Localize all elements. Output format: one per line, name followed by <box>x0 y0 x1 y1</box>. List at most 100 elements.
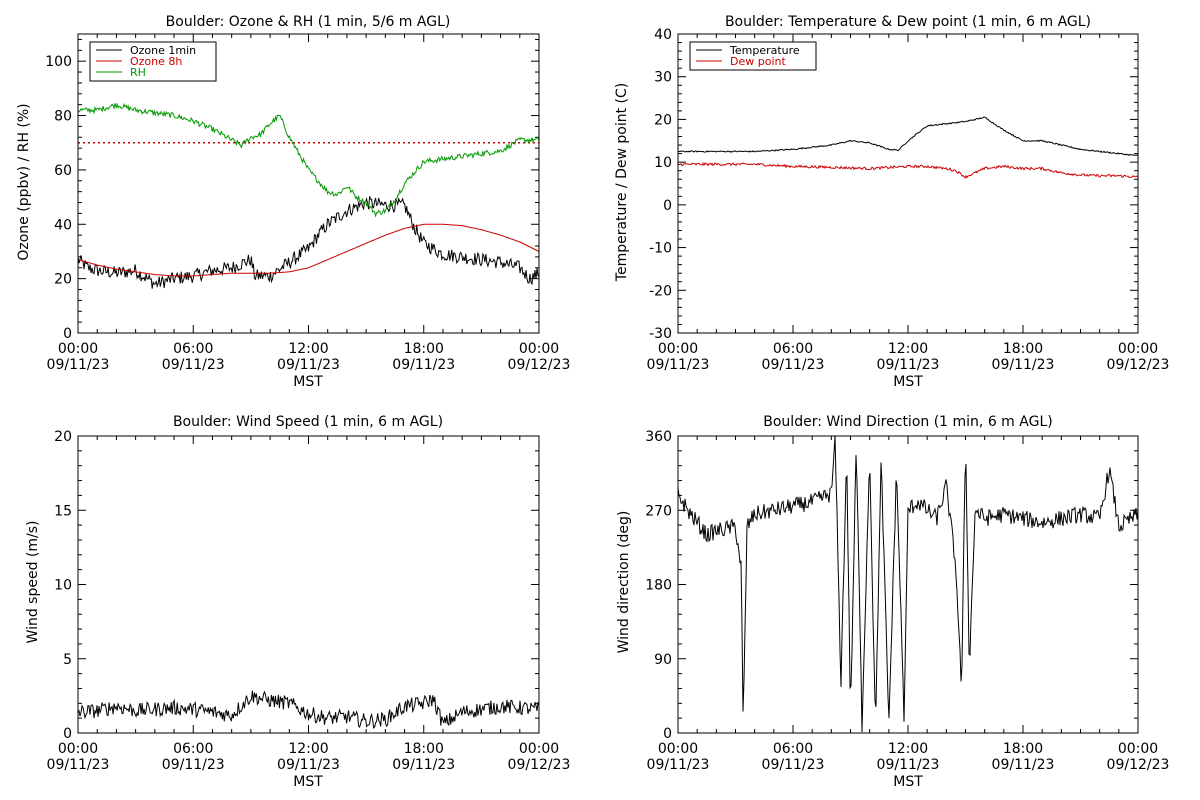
x-tick-date-label: 09/11/23 <box>162 757 225 773</box>
x-tick-date-label: 09/12/23 <box>508 357 571 373</box>
x-tick-time-label: 00:00 <box>519 341 559 357</box>
x-tick-date-label: 09/11/23 <box>647 357 710 373</box>
x-tick-time-label: 12:00 <box>288 341 328 357</box>
temperature-line <box>677 116 1139 156</box>
y-tick-label: -30 <box>649 326 672 342</box>
x-tick-date-label: 09/11/23 <box>647 757 710 773</box>
plot-frame <box>677 435 1139 734</box>
x-axis-label: MST <box>893 774 923 790</box>
x-tick-date-label: 09/11/23 <box>392 357 455 373</box>
chart-title: Boulder: Wind Direction (1 min, 6 m AGL) <box>763 414 1052 430</box>
y-tick-label: 270 <box>645 503 672 519</box>
x-tick-time-label: 06:00 <box>173 341 213 357</box>
x-tick-time-label: 00:00 <box>58 741 98 757</box>
chart-title: Boulder: Wind Speed (1 min, 6 m AGL) <box>173 414 443 430</box>
y-tick-label: 10 <box>654 155 672 171</box>
x-tick-date-label: 09/11/23 <box>277 357 340 373</box>
y-tick-label: 20 <box>54 429 72 445</box>
x-tick-date-label: 09/11/23 <box>162 357 225 373</box>
x-tick-date-label: 09/12/23 <box>508 757 571 773</box>
x-tick-time-label: 06:00 <box>773 741 813 757</box>
y-tick-label: 100 <box>45 54 72 70</box>
x-tick-date-label: 09/11/23 <box>392 757 455 773</box>
x-tick-time-label: 00:00 <box>658 741 698 757</box>
x-tick-time-label: 18:00 <box>1003 741 1043 757</box>
x-tick-date-label: 09/11/23 <box>277 757 340 773</box>
series-line <box>77 690 540 729</box>
y-axis-label: Wind direction (deg) <box>616 511 632 654</box>
y-tick-label: 90 <box>654 652 672 668</box>
legend-box <box>689 41 817 71</box>
y-axis-label: Ozone (ppbv) / RH (%) <box>16 103 32 260</box>
x-axis-label: MST <box>893 374 923 390</box>
x-tick-time-label: 18:00 <box>404 341 444 357</box>
series-layer <box>677 116 1139 179</box>
y-tick-label: 10 <box>54 578 72 594</box>
x-tick-date-label: 09/11/23 <box>47 357 110 373</box>
x-tick-date-label: 09/12/23 <box>1107 757 1170 773</box>
x-tick-date-label: 09/11/23 <box>877 757 940 773</box>
y-tick-label: 360 <box>645 429 672 445</box>
y-axis-label: Wind speed (m/s) <box>25 521 41 644</box>
dew-point-line <box>677 162 1139 179</box>
x-tick-time-label: 00:00 <box>1118 341 1158 357</box>
x-tick-date-label: 09/11/23 <box>992 757 1055 773</box>
x-tick-time-label: 00:00 <box>58 341 98 357</box>
ozone-1min-line <box>77 196 540 289</box>
x-tick-time-label: 12:00 <box>888 341 928 357</box>
legend-label: Ozone 1min <box>130 44 196 57</box>
x-tick-time-label: 12:00 <box>888 741 928 757</box>
series-layer <box>77 102 540 289</box>
y-tick-label: 40 <box>54 217 72 233</box>
ozone-rh-panel: Boulder: Ozone & RH (1 min, 5/6 m AGL) O… <box>16 14 570 390</box>
axis-ticks: 0510152000:0009/11/2306:0009/11/2312:000… <box>47 429 571 773</box>
x-tick-date-label: 09/11/23 <box>992 357 1055 373</box>
x-tick-time-label: 12:00 <box>288 741 328 757</box>
rh-line <box>77 102 540 218</box>
chart-title: Boulder: Temperature & Dew point (1 min,… <box>725 14 1091 30</box>
chart-title: Boulder: Ozone & RH (1 min, 5/6 m AGL) <box>166 14 451 30</box>
y-tick-label: 180 <box>645 578 672 594</box>
y-tick-label: 20 <box>654 112 672 128</box>
y-tick-label: 15 <box>54 503 72 519</box>
series-layer <box>677 435 1139 733</box>
x-tick-time-label: 06:00 <box>773 341 813 357</box>
wind-direction-panel: Boulder: Wind Direction (1 min, 6 m AGL)… <box>616 414 1169 790</box>
legend-label: Dew point <box>730 55 786 68</box>
x-tick-time-label: 00:00 <box>658 341 698 357</box>
x-tick-time-label: 18:00 <box>404 741 444 757</box>
y-tick-label: 60 <box>54 163 72 179</box>
x-tick-date-label: 09/11/23 <box>762 357 825 373</box>
y-tick-label: 0 <box>663 198 672 214</box>
axis-ticks: -30-20-1001020304000:0009/11/2306:0009/1… <box>647 27 1170 373</box>
y-axis-label: Temperature / Dew point (C) <box>614 83 630 282</box>
x-tick-time-label: 06:00 <box>173 741 213 757</box>
series-layer <box>77 690 540 729</box>
legend-label: RH <box>130 66 146 79</box>
x-tick-time-label: 00:00 <box>519 741 559 757</box>
axis-ticks: 02040608010000:0009/11/2306:0009/11/2312… <box>45 34 570 373</box>
y-tick-label: 80 <box>54 109 72 125</box>
x-axis-label: MST <box>293 774 323 790</box>
x-tick-time-label: 00:00 <box>1118 741 1158 757</box>
y-tick-label: 40 <box>654 27 672 43</box>
plot-frame <box>77 33 540 334</box>
y-tick-label: 20 <box>54 272 72 288</box>
y-tick-label: 0 <box>63 726 72 742</box>
y-tick-label: 0 <box>663 726 672 742</box>
legend-label: Ozone 8h <box>130 55 182 68</box>
y-tick-label: -10 <box>649 241 672 257</box>
x-tick-date-label: 09/11/23 <box>877 357 940 373</box>
plot-frame <box>677 33 1139 334</box>
y-tick-label: 5 <box>63 652 72 668</box>
temperature-dewpoint-panel: Boulder: Temperature & Dew point (1 min,… <box>614 14 1169 390</box>
legend-label: Temperature <box>729 44 800 57</box>
x-axis-label: MST <box>293 374 323 390</box>
axis-ticks: 09018027036000:0009/11/2306:0009/11/2312… <box>645 429 1169 773</box>
x-tick-time-label: 18:00 <box>1003 341 1043 357</box>
wind-speed-panel: Boulder: Wind Speed (1 min, 6 m AGL) Win… <box>25 414 570 790</box>
x-tick-date-label: 09/11/23 <box>762 757 825 773</box>
